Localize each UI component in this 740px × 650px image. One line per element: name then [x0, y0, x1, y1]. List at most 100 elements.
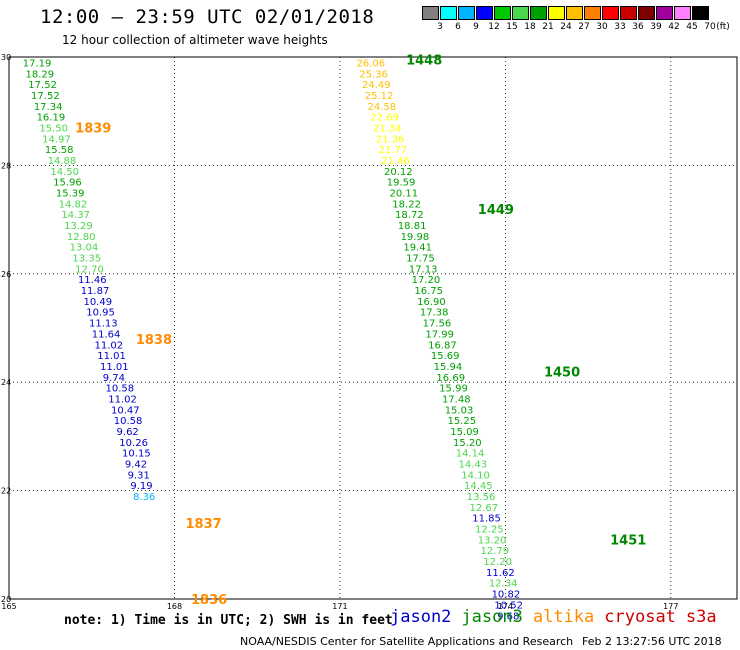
swh-value-label: 15.25: [447, 416, 476, 427]
swh-value-label: 25.12: [365, 91, 394, 102]
swh-value-label: 16.19: [37, 113, 66, 124]
swh-value-label: 21.34: [373, 123, 402, 134]
time-label: 1448: [406, 54, 442, 69]
swh-value-label: 11.46: [78, 275, 107, 286]
swh-value-label: 11.01: [97, 351, 126, 362]
legend-swatch: [458, 6, 475, 20]
swh-value-label: 17.34: [34, 102, 63, 113]
legend-label: 45: [686, 22, 698, 32]
swh-value-label: 10.49: [83, 297, 112, 308]
swh-value-label: 26.06: [356, 58, 385, 69]
swh-value-label: 15.20: [453, 438, 482, 449]
swh-value-label: 9.68: [497, 611, 519, 622]
legend-label: 36: [632, 22, 644, 32]
legend-label: 70: [704, 22, 716, 32]
swh-value-label: 15.03: [445, 405, 474, 416]
swh-value-label: 17.19: [23, 58, 52, 69]
legend-label: 27: [578, 22, 590, 32]
swh-value-label: 9.19: [130, 481, 152, 492]
legend-label: 12: [488, 22, 500, 32]
swh-value-label: 14.88: [48, 156, 77, 167]
swh-value-label: 11.87: [81, 286, 110, 297]
legend-swatch: [692, 6, 709, 20]
swh-value-label: 12.80: [67, 232, 96, 243]
page-subtitle: 12 hour collection of altimeter wave hei…: [62, 33, 328, 47]
swh-value-label: 10.95: [86, 308, 115, 319]
swh-value-label: 25.36: [359, 69, 388, 80]
swh-value-label: 14.50: [50, 167, 79, 178]
legend-swatch: [548, 6, 565, 20]
y-tick-label: 24: [1, 378, 11, 387]
page-title: 12:00 – 23:59 UTC 02/01/2018: [40, 6, 375, 28]
swh-value-label: 13.29: [64, 221, 93, 232]
legend-label: 30: [596, 22, 608, 32]
swh-value-label: 20.11: [390, 189, 419, 200]
swh-value-label: 9.62: [117, 427, 139, 438]
swh-value-label: 12.34: [489, 579, 518, 590]
legend-label: 3: [437, 22, 443, 32]
swh-value-label: 14.43: [458, 460, 487, 471]
units-note: note: 1) Time is in UTC; 2) SWH is in fe…: [64, 613, 393, 628]
color-scale-legend: [422, 6, 710, 20]
y-tick-label: 22: [1, 487, 11, 496]
swh-value-label: 18.72: [395, 210, 424, 221]
satellite-altika-label: altika: [532, 607, 595, 627]
legend-swatch: [422, 6, 439, 20]
legend-swatch: [530, 6, 547, 20]
swh-value-label: 8.36: [133, 492, 155, 503]
swh-value-label: 21.36: [376, 134, 405, 145]
satellite-cryosat-label: cryosat: [604, 607, 676, 627]
legend-label: 9: [473, 22, 479, 32]
swh-value-label: 17.99: [425, 329, 454, 340]
swh-value-label: 9.74: [103, 373, 125, 384]
swh-value-label: 16.69: [436, 373, 465, 384]
legend-swatch: [602, 6, 619, 20]
swh-value-label: 12.70: [75, 264, 104, 275]
swh-value-label: 16.75: [414, 286, 443, 297]
swh-value-label: 20.12: [384, 167, 413, 178]
swh-value-label: 11.64: [92, 329, 121, 340]
swh-value-label: 19.41: [403, 243, 432, 254]
swh-value-label: 17.52: [31, 91, 60, 102]
swh-value-label: 9.42: [125, 460, 147, 471]
time-label: 1838: [136, 333, 172, 348]
swh-value-label: 21.46: [381, 156, 410, 167]
y-tick-label: 30: [1, 53, 11, 62]
swh-value-label: 10.58: [106, 384, 135, 395]
legend-swatch: [620, 6, 637, 20]
swh-value-label: 13.56: [467, 492, 496, 503]
swh-value-label: 14.10: [461, 470, 490, 481]
legend-swatch: [674, 6, 691, 20]
swh-value-label: 15.39: [56, 189, 85, 200]
legend-label: 42: [668, 22, 680, 32]
legend-label: 33: [614, 22, 626, 32]
swh-value-label: 17.38: [420, 308, 449, 319]
legend-swatch: [656, 6, 673, 20]
swh-value-label: 15.69: [431, 351, 460, 362]
legend-swatch: [512, 6, 529, 20]
time-label: 1450: [544, 365, 580, 380]
swh-value-label: 11.02: [108, 394, 137, 405]
swh-value-label: 12.79: [481, 546, 510, 557]
swh-value-label: 13.20: [478, 535, 507, 546]
swh-value-label: 17.56: [423, 319, 452, 330]
swh-value-label: 17.75: [406, 254, 435, 265]
time-label: 1836: [191, 593, 227, 608]
legend-swatch: [440, 6, 457, 20]
swh-value-label: 15.94: [434, 362, 463, 373]
swh-value-label: 17.13: [409, 264, 438, 275]
legend-label: 15: [506, 22, 518, 32]
swh-value-label: 11.62: [486, 568, 515, 579]
swh-value-label: 17.52: [28, 80, 57, 91]
y-tick-label: 20: [1, 595, 11, 604]
legend-unit: (ft): [716, 22, 730, 32]
swh-value-label: 9.31: [128, 470, 150, 481]
footer-timestamp: Feb 2 13:27:56 UTC 2018: [582, 635, 722, 648]
satellite-jason3-label: jason3: [461, 607, 523, 627]
swh-value-label: 11.13: [89, 319, 118, 330]
swh-value-label: 15.50: [39, 123, 68, 134]
swh-value-label: 13.35: [72, 254, 101, 265]
legend-label: 21: [542, 22, 554, 32]
satellite-s3a-label: s3a: [685, 607, 717, 627]
legend-swatch: [584, 6, 601, 20]
